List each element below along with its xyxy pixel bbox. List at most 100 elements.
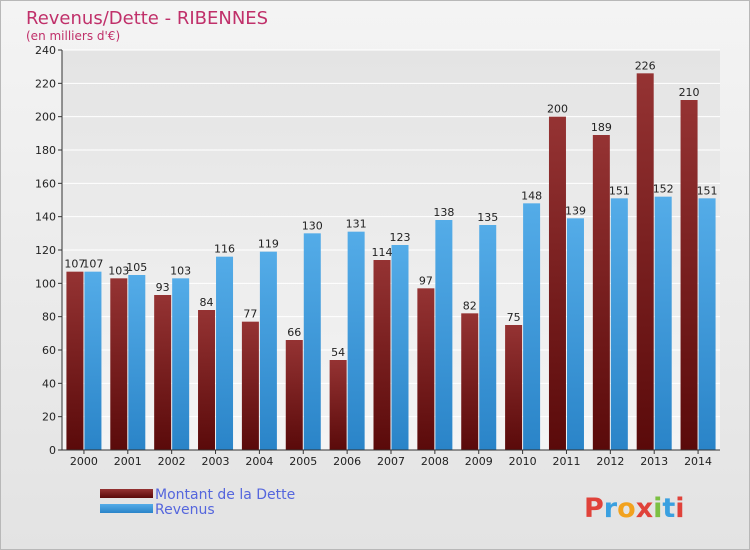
data-label-revenus: 151 [697,184,718,197]
y-tick-label: 140 [35,211,56,224]
bar-revenus [391,245,409,450]
data-label-revenus: 152 [653,183,674,196]
legend-swatch-revenus [100,504,153,513]
bar-revenus [610,198,628,450]
bars [66,73,716,451]
legend-label-debt: Montant de la Dette [155,487,295,503]
bar-revenus [128,275,146,450]
bar-dette [636,73,654,450]
data-label-dette: 226 [635,59,656,72]
data-label-dette: 82 [463,299,477,312]
bar-dette [285,340,303,450]
x-tick-label: 2008 [421,455,449,468]
bar-dette [461,313,479,450]
x-tick-label: 2003 [202,455,230,468]
data-label-revenus: 151 [609,184,630,197]
bar-dette [241,321,259,450]
data-label-dette: 75 [507,311,521,324]
bar-revenus [523,203,541,450]
data-label-dette: 189 [591,121,612,134]
data-label-revenus: 119 [258,238,279,251]
y-axis-ticks: 0 20 40 60 80 100 120 140 160 180 200 220 240 [35,44,62,457]
legend-swatch-debt [100,489,153,498]
bar-revenus [259,251,277,450]
bar-dette [548,116,566,451]
legend: Montant de la Dette Revenus [100,487,295,518]
chart-title: Revenus/Dette - RIBENNES [26,8,268,29]
bar-revenus [435,220,453,450]
x-tick-label: 2002 [158,455,186,468]
data-label-dette: 107 [64,258,85,271]
data-label-revenus: 138 [433,206,454,219]
grid-lines [62,49,720,418]
x-tick-label: 2013 [640,455,668,468]
bar-dette [110,278,128,450]
bar-dette [373,260,391,450]
y-tick-label: 180 [35,144,56,157]
legend-item-revenus: Revenus [100,502,215,518]
bar-dette [154,295,172,450]
data-label-revenus: 148 [521,189,542,202]
data-label-dette: 114 [372,246,393,259]
x-axis-ticks: 2000 2001 2002 2003 2004 2005 2006 2007 2008 2009… [70,450,712,468]
data-labels: 1071071031059310384116771196613054131114… [64,59,717,359]
legend-item-debt: Montant de la Dette [100,487,295,503]
data-label-revenus: 105 [126,261,147,274]
legend-label-revenus: Revenus [155,502,215,518]
x-tick-label: 2012 [596,455,624,468]
y-tick-label: 100 [35,277,56,290]
data-label-dette: 210 [679,86,700,99]
bar-revenus [84,271,102,450]
x-tick-label: 2010 [509,455,537,468]
bar-revenus [347,231,365,450]
bar-revenus [303,233,321,450]
bar-dette [329,360,347,450]
y-tick-label: 120 [35,244,56,257]
x-tick-label: 2014 [684,455,712,468]
data-label-revenus: 131 [346,218,367,231]
proxiti-logo-text: Proxiti [584,493,685,524]
data-label-revenus: 107 [82,258,103,271]
y-tick-label: 40 [42,377,56,390]
bar-dette [198,310,216,450]
x-tick-label: 2001 [114,455,142,468]
data-label-revenus: 123 [390,231,411,244]
y-tick-label: 60 [42,344,56,357]
chart-subtitle: (en milliers d'€) [26,29,120,43]
bar-revenus [479,225,497,450]
bar-revenus [654,196,672,450]
data-label-revenus: 130 [302,219,323,232]
bar-dette [505,325,523,450]
x-tick-label: 2000 [70,455,98,468]
bar-revenus [216,256,234,450]
data-label-dette: 103 [108,264,129,277]
y-tick-label: 240 [35,44,56,57]
bar-revenus [698,198,716,450]
x-tick-label: 2009 [465,455,493,468]
bar-revenus [172,278,190,450]
y-tick-label: 0 [49,444,56,457]
x-tick-label: 2006 [333,455,361,468]
bar-dette [66,271,84,450]
bar-dette [417,288,435,450]
data-label-dette: 97 [419,274,433,287]
bar-dette [592,135,610,450]
data-label-dette: 66 [287,326,301,339]
data-label-revenus: 116 [214,243,235,256]
y-tick-label: 20 [42,411,56,424]
y-tick-label: 80 [42,311,56,324]
x-tick-label: 2004 [245,455,273,468]
data-label-revenus: 103 [170,264,191,277]
data-label-revenus: 139 [565,204,586,217]
bar-dette [680,100,698,450]
data-label-revenus: 135 [477,211,498,224]
data-label-dette: 54 [331,346,345,359]
data-label-dette: 77 [243,308,257,321]
proxiti-logo: Proxiti [584,493,685,524]
data-label-dette: 200 [547,103,568,116]
y-tick-label: 200 [35,111,56,124]
x-tick-label: 2005 [289,455,317,468]
y-tick-label: 160 [35,177,56,190]
y-tick-label: 220 [35,77,56,90]
